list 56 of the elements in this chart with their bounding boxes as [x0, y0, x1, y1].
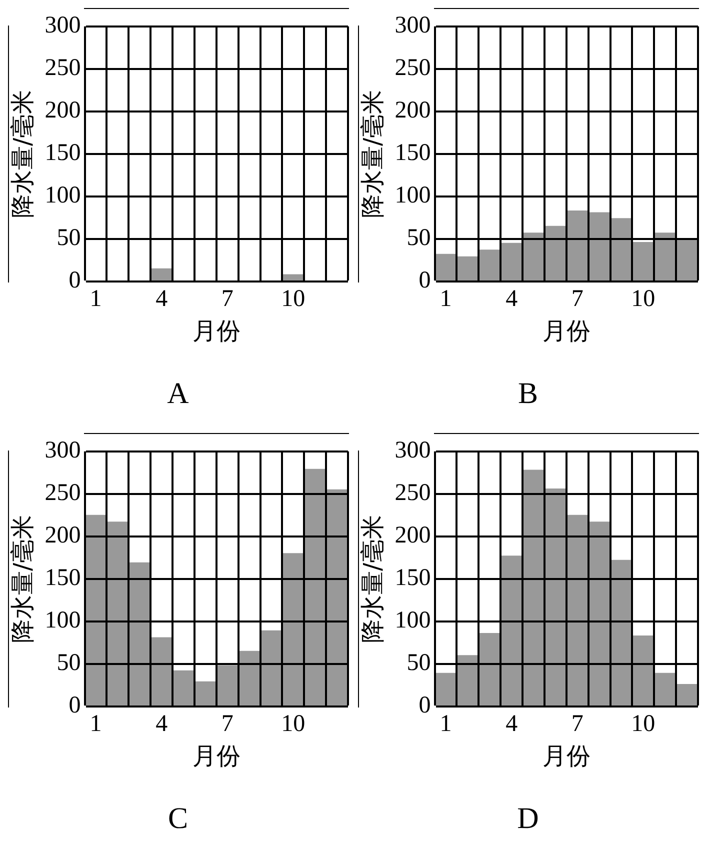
- y-tick-label: 250: [394, 480, 431, 506]
- y-tick-label: 100: [394, 182, 431, 209]
- y-tick-label: 200: [44, 98, 81, 124]
- y-tick-label: 200: [394, 98, 431, 124]
- text: D: [517, 802, 539, 835]
- x-axis-title: 月份: [542, 742, 590, 770]
- y-axis-title: 降水量/毫米: [8, 514, 37, 643]
- y-tick-label: 50: [56, 650, 81, 676]
- y-axis-title: 降水量/毫米: [8, 90, 37, 218]
- x-axis-title: 月份: [542, 316, 590, 345]
- y-tick-label: 0: [68, 268, 81, 294]
- y-tick-label: 300: [44, 438, 81, 464]
- x-tick-label: 1: [440, 286, 452, 312]
- y-tick-label: 200: [44, 522, 81, 549]
- x-tick-label: 7: [571, 286, 584, 312]
- x-axis-title: 月份: [192, 742, 240, 770]
- y-tick-label: 100: [394, 608, 431, 634]
- x-tick-label: 7: [571, 711, 584, 738]
- y-tick-label: 0: [418, 692, 431, 719]
- x-tick-label: 7: [221, 286, 234, 312]
- y-tick-label: 50: [406, 650, 431, 676]
- x-tick-label: 4: [506, 286, 518, 312]
- y-tick-label: 300: [44, 12, 81, 39]
- text: A: [167, 376, 190, 410]
- y-axis-title: 降水量/毫米: [358, 514, 387, 643]
- y-tick-label: 50: [406, 225, 431, 252]
- y-tick-label: 200: [394, 522, 431, 549]
- y-tick-label: 250: [44, 480, 81, 506]
- x-tick-label: 7: [221, 711, 234, 738]
- y-tick-label: 250: [394, 55, 431, 82]
- y-tick-label: 0: [68, 692, 81, 719]
- x-tick-label: 10: [631, 286, 656, 312]
- y-axis-title: 降水量/毫米: [358, 90, 387, 218]
- y-tick-label: 300: [394, 12, 431, 39]
- x-tick-label: 4: [506, 711, 518, 738]
- x-axis-title: 月份: [192, 316, 240, 345]
- y-tick-label: 150: [44, 565, 81, 592]
- x-tick-label: 1: [90, 711, 102, 738]
- text: B: [518, 376, 538, 410]
- y-tick-label: 50: [56, 225, 81, 252]
- y-tick-label: 100: [44, 608, 81, 634]
- y-tick-label: 100: [44, 182, 81, 209]
- y-tick-label: 300: [394, 438, 431, 464]
- y-tick-label: 150: [394, 140, 431, 166]
- y-tick-label: 150: [44, 140, 81, 166]
- y-tick-label: 0: [418, 268, 431, 294]
- x-tick-label: 10: [631, 711, 656, 738]
- x-tick-label: 10: [281, 711, 306, 738]
- x-tick-label: 10: [281, 286, 306, 312]
- y-tick-label: 150: [394, 565, 431, 592]
- x-tick-label: 4: [156, 286, 168, 312]
- x-tick-label: 1: [90, 286, 102, 312]
- x-tick-label: 4: [156, 711, 168, 738]
- x-tick-label: 1: [440, 711, 452, 738]
- y-tick-label: 250: [44, 55, 81, 82]
- text: C: [168, 802, 188, 835]
